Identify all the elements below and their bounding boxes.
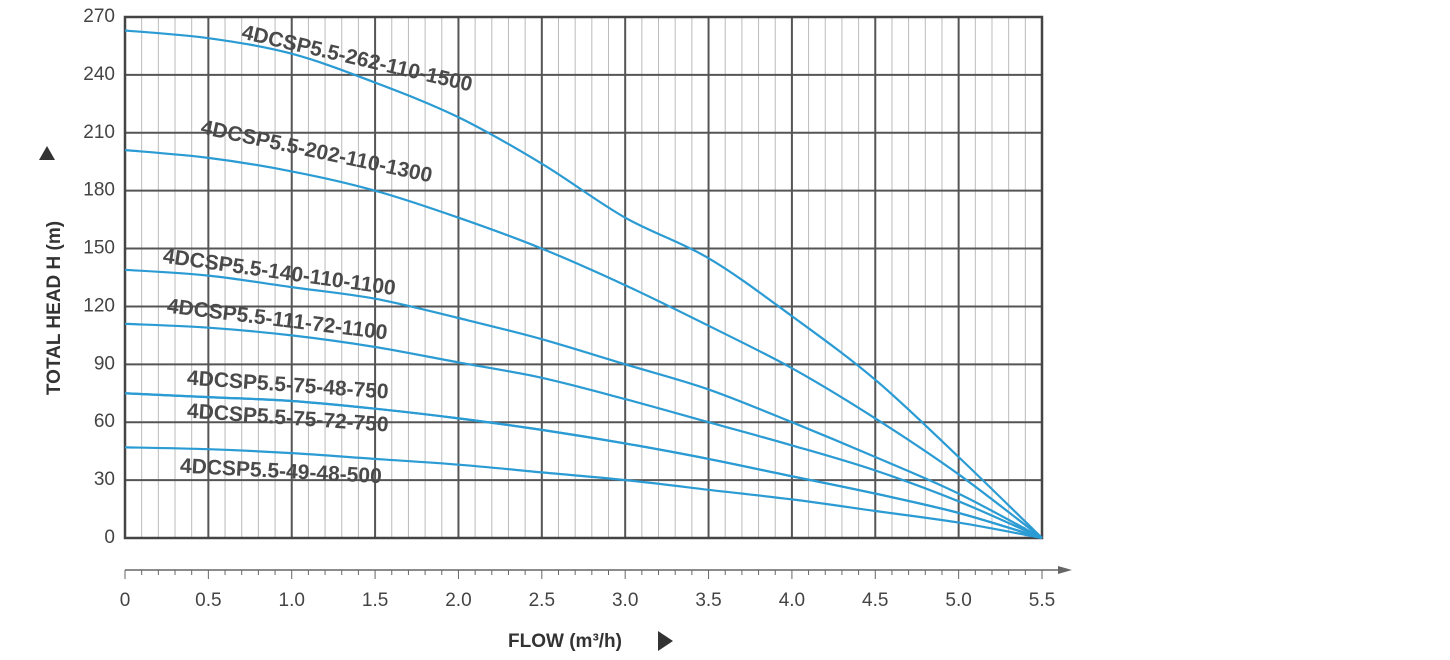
y-axis-title: TOTAL HEAD H (m) (44, 221, 65, 395)
x-tick-label: 3.5 (695, 590, 721, 611)
curve-label: 4DCSP5.5-140-110-1100 (162, 245, 398, 300)
y-tick-label: 60 (94, 411, 115, 432)
x-tick-label: 4.5 (862, 590, 888, 611)
plot-frame (123, 15, 1044, 540)
x-tick-label: 2.0 (445, 590, 471, 611)
x-axis-line-arrow-icon (1058, 566, 1072, 574)
y-tick-label: 0 (104, 527, 115, 548)
curve-line (124, 149, 1043, 539)
x-axis-ticks: 0 0.5 1.0 1.5 2.0 2.5 3.0 3.5 4.0 4.5 5.0 5.5 (120, 590, 1056, 611)
curve-label: 4DCSP5.5-111-72-1100 (166, 295, 389, 345)
x-axis-arrow-icon (658, 631, 673, 651)
x-axis (124, 566, 1072, 579)
x-tick-label: 1.0 (279, 590, 305, 611)
curve-line (124, 446, 1043, 540)
y-axis-ticks: 0 30 60 90 120 150 180 210 240 270 (83, 6, 115, 548)
x-tick-label: 2.5 (529, 590, 555, 611)
y-tick-label: 120 (83, 295, 115, 316)
x-axis-title: FLOW (m³/h) (508, 631, 622, 652)
curve-label: 4DCSP5.5-49-48-500 (179, 455, 382, 489)
y-tick-label: 240 (83, 64, 115, 85)
x-tick-label: 3.0 (612, 590, 638, 611)
y-tick-label: 180 (83, 180, 115, 201)
y-tick-label: 270 (83, 6, 115, 27)
x-tick-label: 5.5 (1029, 590, 1055, 611)
x-tick-label: 0.5 (195, 590, 221, 611)
x-tick-label: 5.0 (945, 590, 971, 611)
x-tick-label: 1.5 (362, 590, 388, 611)
y-tick-label: 30 (94, 469, 115, 490)
x-tick-label: 4.0 (779, 590, 805, 611)
curve-line (124, 29, 1043, 539)
curve-line (124, 322, 1043, 540)
performance-curves (124, 29, 1043, 540)
curve-line (124, 268, 1043, 539)
y-tick-label: 90 (94, 353, 115, 374)
y-tick-label: 150 (83, 238, 115, 259)
curve-line (124, 392, 1043, 540)
x-tick-label: 0 (120, 590, 131, 611)
y-axis-arrow-icon (39, 146, 55, 160)
y-tick-label: 210 (83, 122, 115, 143)
